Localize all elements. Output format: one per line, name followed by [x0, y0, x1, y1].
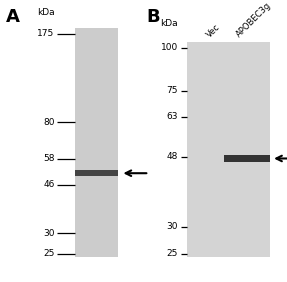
- Text: 46: 46: [43, 180, 55, 190]
- Text: 63: 63: [166, 112, 178, 121]
- Text: 80: 80: [43, 118, 55, 127]
- Text: 58: 58: [43, 154, 55, 163]
- Text: APOBEC3g: APOBEC3g: [235, 1, 273, 39]
- Bar: [75, 170, 118, 176]
- Text: 100: 100: [161, 43, 178, 52]
- Bar: [75, 28, 118, 257]
- Bar: [187, 42, 270, 257]
- Text: B: B: [146, 8, 160, 27]
- Text: 30: 30: [166, 222, 178, 231]
- Text: 25: 25: [166, 249, 178, 258]
- Text: 48: 48: [166, 153, 178, 161]
- Text: Vec: Vec: [205, 23, 222, 39]
- Text: 25: 25: [43, 249, 55, 258]
- Bar: [224, 155, 270, 162]
- Text: 30: 30: [43, 229, 55, 238]
- Text: 175: 175: [37, 29, 55, 38]
- Text: 75: 75: [166, 86, 178, 95]
- Text: kDa: kDa: [160, 19, 178, 28]
- Text: kDa: kDa: [37, 8, 55, 17]
- Text: A: A: [6, 8, 20, 27]
